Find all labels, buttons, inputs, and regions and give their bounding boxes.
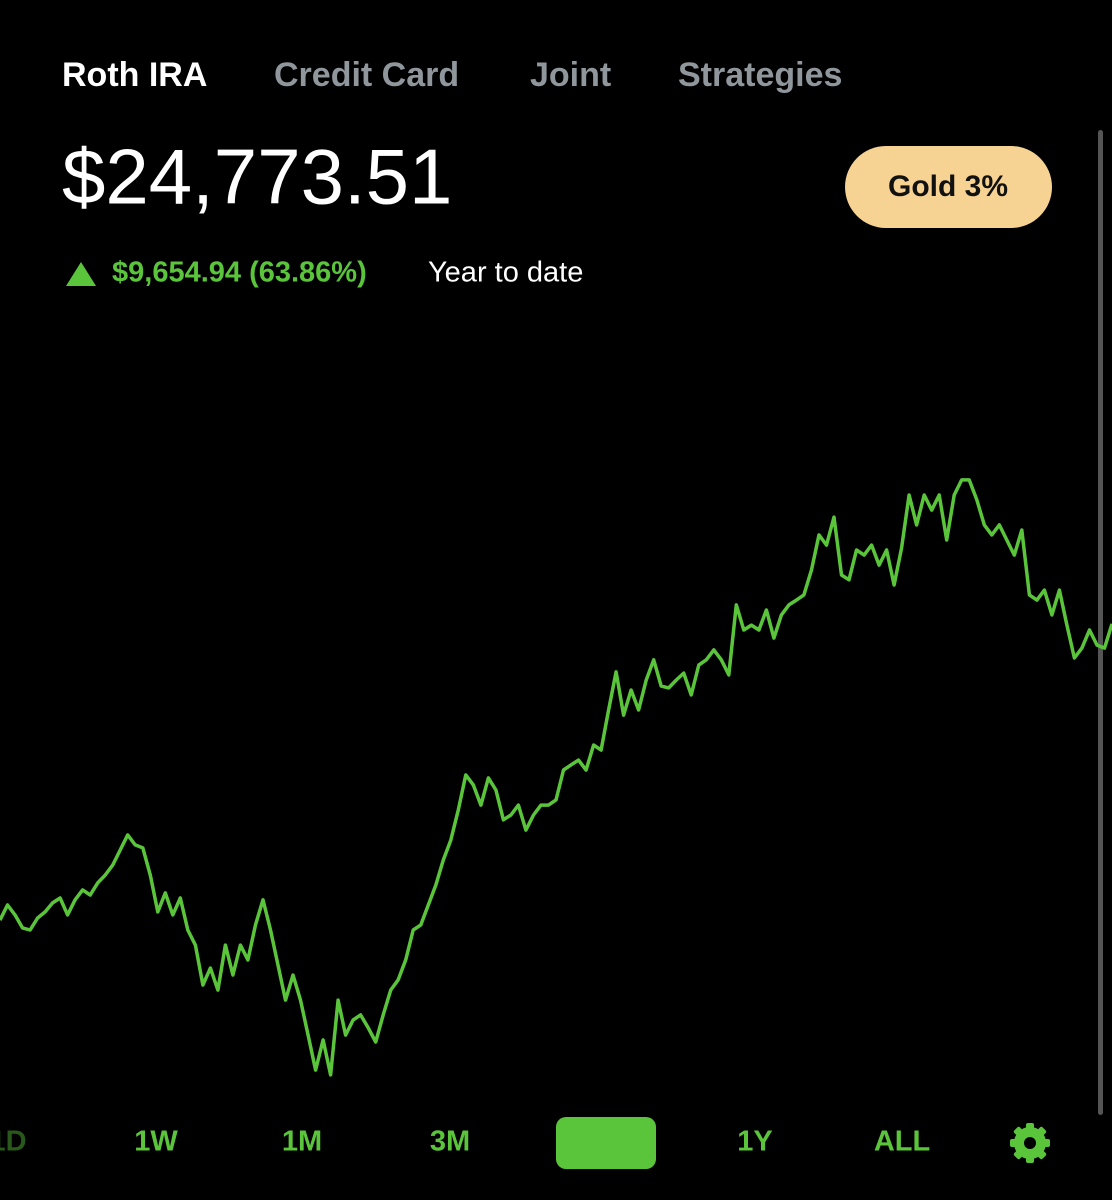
badge-bg[interactable]: [845, 146, 1052, 228]
change-amount: $9,654.94 (63.86%): [112, 257, 367, 289]
price-line: [0, 478, 1112, 1077]
range-button[interactable]: 1Y: [737, 1126, 772, 1158]
range-button[interactable]: 3M: [430, 1126, 470, 1158]
badge[interactable]: Gold 3%: [888, 170, 1008, 203]
tab[interactable]: Credit Card: [274, 56, 459, 94]
tab[interactable]: Joint: [530, 56, 611, 94]
up-arrow: [66, 262, 96, 286]
range-button[interactable]: ALL: [874, 1126, 930, 1158]
tab[interactable]: Strategies: [678, 56, 842, 94]
change-period: Year to date: [428, 257, 583, 289]
settings-icon[interactable]: [1010, 1123, 1050, 1163]
range-button[interactable]: 1D: [0, 1126, 27, 1158]
range-button[interactable]: 1W: [134, 1126, 178, 1158]
range-button[interactable]: 1M: [282, 1126, 322, 1158]
scrollbar: [1098, 130, 1103, 1115]
range-button[interactable]: YTD: [577, 1126, 635, 1158]
tab[interactable]: Roth IRA: [62, 56, 207, 94]
range-selected-bg: [556, 1117, 656, 1169]
balance: $24,773.51: [62, 133, 452, 221]
